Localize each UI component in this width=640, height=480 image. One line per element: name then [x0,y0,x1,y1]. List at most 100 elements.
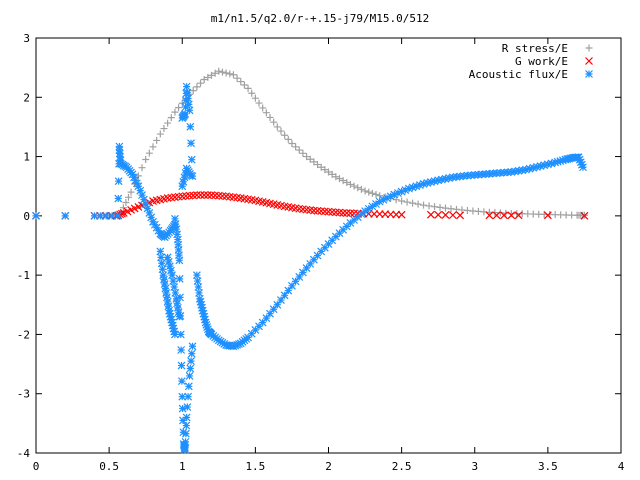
data-point [149,217,157,226]
series-0 [117,67,588,219]
data-point [211,191,220,200]
data-point [324,240,333,248]
data-point [456,211,465,220]
data-point [174,240,183,249]
x-tick-label: 2 [325,460,332,473]
data-point [164,257,173,266]
data-point [178,392,187,401]
data-point [255,99,263,107]
data-point [165,306,174,315]
data-point [166,266,175,275]
data-point [184,100,193,109]
data-point [174,246,183,254]
data-point [536,162,545,170]
data-point [426,178,435,186]
data-point [214,191,223,200]
data-point [175,256,184,265]
data-point [136,186,145,195]
data-point [187,139,195,148]
data-point [222,69,230,77]
data-point [507,211,516,220]
x-tick-label: 2.5 [392,460,412,473]
data-point [195,294,204,303]
data-point [185,191,194,200]
data-point [179,177,188,186]
y-tick-label: -3 [17,388,30,401]
data-point [177,377,186,386]
data-point [342,222,351,231]
data-point [122,199,130,207]
data-point [507,168,516,176]
data-point [142,156,150,164]
data-point [383,194,391,202]
data-point [248,89,256,97]
data-point [346,180,354,188]
data-point [113,211,122,220]
y-tick-label: 3 [23,32,30,45]
data-point [431,203,439,211]
data-point [262,314,271,323]
x-tick-label: 4 [618,460,625,473]
data-point [237,78,245,86]
data-point [313,206,322,215]
x-tick-label: 3 [471,460,478,473]
data-point [188,342,197,351]
data-point [164,302,173,311]
data-point [365,188,373,196]
data-point [181,109,190,118]
data-point [200,315,209,324]
y-tick-label: -1 [17,269,30,282]
data-point [262,109,270,117]
data-point [179,428,188,437]
data-point [233,74,241,82]
data-point [166,312,175,321]
data-point [317,163,325,171]
data-point [173,230,182,239]
data-point [138,164,146,172]
data-point [152,223,161,232]
data-point [324,207,333,216]
data-point [343,179,351,187]
data-point [200,76,208,83]
data-point [288,140,296,148]
data-point [184,94,193,103]
data-point [321,166,329,174]
data-point [181,192,190,200]
data-point [141,200,150,208]
data-point [281,131,289,139]
data-point [376,192,384,200]
data-point [325,168,332,176]
data-point [500,168,508,177]
data-point [372,191,380,199]
data-point [170,327,179,336]
data-point [198,303,206,312]
data-point [277,127,285,135]
data-point [244,84,252,92]
data-point [277,296,285,304]
x-tick-label: 1.5 [245,460,265,473]
data-point [342,209,351,217]
y-tick-label: -2 [17,328,30,341]
data-point [511,167,519,176]
data-point [405,184,413,193]
data-point [284,286,293,295]
data-point [379,195,388,204]
data-point [328,208,337,216]
data-point [332,173,340,181]
data-point [168,321,177,330]
data-point [192,271,201,280]
data-point [61,211,70,220]
data-point [182,413,191,422]
data-point [328,236,337,245]
data-point [182,82,191,91]
x-tick-label: 3.5 [538,460,558,473]
data-point [436,203,444,211]
data-point [339,177,347,185]
data-point [425,202,433,210]
data-point [270,118,278,126]
data-point [368,202,377,211]
data-point [445,174,454,182]
data-point [240,81,248,89]
data-point [525,164,534,173]
data-point [132,179,141,188]
